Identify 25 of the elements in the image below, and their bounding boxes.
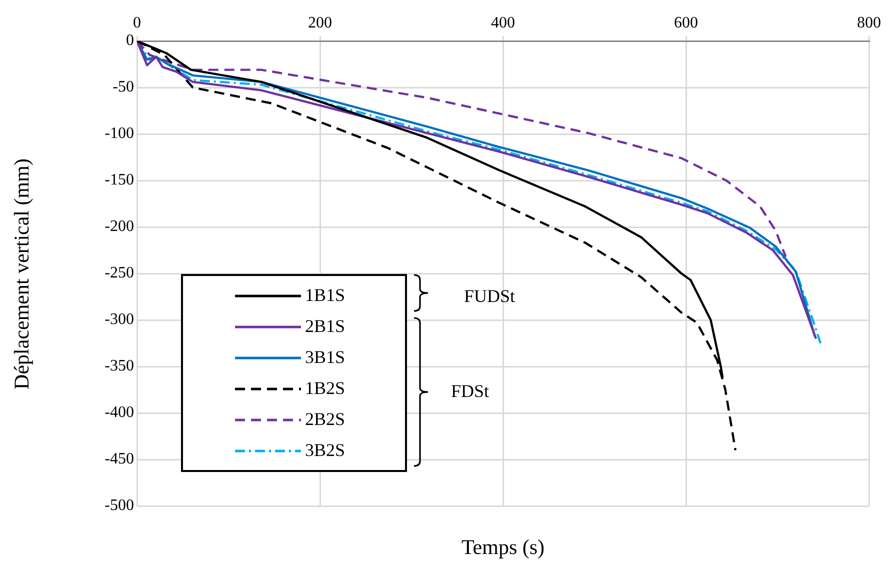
y-tick-label: -350 — [104, 358, 134, 375]
x-tick-label: 600 — [674, 14, 698, 32]
x-axis-title: Temps (s) — [460, 535, 546, 560]
y-tick-label: -50 — [112, 78, 134, 96]
y-tick-label: -400 — [104, 404, 134, 422]
legend-label: 1B2S — [305, 378, 346, 399]
annotation: FDSt — [451, 381, 490, 402]
legend-label: 1B1S — [305, 285, 346, 306]
x-tick-label: 400 — [491, 14, 515, 32]
y-tick-label: 0 — [126, 32, 134, 50]
y-tick-label: -150 — [104, 172, 134, 189]
y-tick-label: -500 — [104, 497, 134, 514]
legend-label: 3B2S — [305, 440, 346, 461]
y-tick-label: -250 — [104, 264, 134, 282]
legend-label: 2B2S — [305, 409, 346, 430]
x-tick-label: 200 — [308, 14, 332, 32]
y-tick-label: -450 — [104, 450, 134, 468]
y-tick-label: -200 — [104, 218, 134, 236]
annotation: FUDSt — [464, 286, 516, 307]
legend-label: 2B1S — [305, 316, 346, 337]
y-axis-title: Déplacement vertical (mm) — [10, 158, 34, 389]
legend-label: 3B1S — [305, 347, 346, 368]
y-tick-label: -100 — [104, 125, 134, 142]
y-tick-label: -300 — [104, 311, 134, 328]
x-tick-label: 800 — [857, 14, 881, 32]
